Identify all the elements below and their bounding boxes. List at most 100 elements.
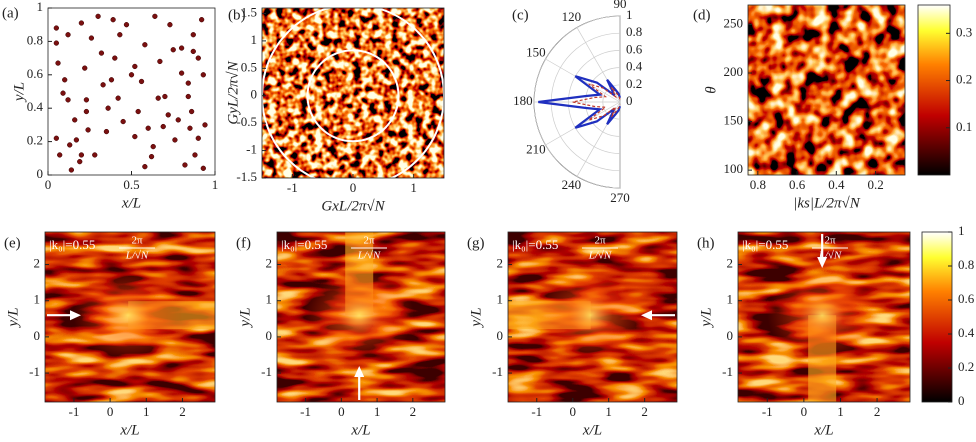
colorbar	[921, 231, 953, 403]
panel-label: (a)	[2, 5, 19, 21]
y-tick-label: -1	[29, 364, 40, 379]
fraction-top: 2π	[363, 235, 375, 247]
x-tick-label: 0	[350, 180, 357, 195]
y-tick-label: 0	[497, 328, 504, 343]
plot-area	[262, 8, 444, 178]
r-tick-label: 1	[626, 7, 633, 22]
y-tick-label: 0	[34, 328, 41, 343]
annotation: |k₀|=0.55	[281, 237, 327, 252]
heatmap-image	[748, 5, 905, 175]
point	[85, 127, 91, 133]
y-tick-label: 0.6	[27, 66, 44, 81]
y-tick-label: 1	[266, 292, 273, 307]
colorbar-tick-label: 0.6	[958, 291, 975, 306]
x-tick-label: 1	[212, 177, 219, 192]
point	[157, 58, 163, 65]
point	[152, 13, 158, 20]
fraction-bottom: L/√N	[125, 250, 149, 262]
point	[150, 143, 156, 150]
point	[178, 70, 185, 76]
theta-tick-label: 270	[610, 190, 630, 205]
x-tick-label: 0	[107, 404, 114, 419]
panel-label: (b)	[228, 7, 246, 23]
theta-tick-label: 240	[562, 177, 582, 192]
point	[78, 152, 85, 158]
x-tick-label: 0.8	[750, 177, 766, 192]
point	[115, 95, 121, 101]
x-axis-label: x/L	[119, 422, 139, 438]
y-tick-label: -1	[722, 364, 733, 379]
y-axis-label: y/L	[468, 307, 484, 328]
ring	[306, 49, 400, 143]
y-tick-label: 1.5	[241, 4, 257, 19]
colorbar-tick-label: 0	[958, 393, 965, 408]
annotation: |k₀|=0.55	[512, 237, 558, 252]
axes-frame	[47, 7, 216, 176]
theta-tick-label: 210	[526, 142, 546, 157]
point	[105, 105, 111, 111]
point	[198, 17, 205, 23]
x-axis-label: GxL/2π√N	[321, 198, 385, 214]
fraction-bottom: L/√N	[588, 250, 612, 262]
point	[123, 22, 130, 28]
point	[187, 125, 193, 131]
point	[148, 153, 155, 160]
axes-frame	[44, 231, 216, 403]
glow	[73, 270, 184, 361]
point	[108, 77, 115, 83]
y-axis-label: y/L	[237, 307, 253, 328]
point	[135, 108, 141, 115]
x-tick-label: 2	[874, 404, 881, 419]
y-tick-label: 0	[266, 328, 273, 343]
r-tick-label: 0.6	[626, 41, 643, 56]
point	[77, 158, 83, 165]
point	[165, 112, 171, 118]
annotation: |k₀|=0.55	[742, 237, 788, 252]
point	[92, 152, 98, 158]
x-tick-label: -1	[287, 180, 298, 195]
point	[53, 135, 59, 141]
point	[138, 78, 145, 85]
point	[95, 13, 101, 20]
annotation: |k₀|=0.55	[49, 237, 95, 252]
plot-area	[277, 232, 445, 402]
heatmap-image	[262, 8, 444, 178]
panel-label: (f)	[236, 235, 251, 251]
point	[178, 45, 185, 51]
theta-tick-label: 150	[526, 44, 546, 59]
colorbar-tick-label: 0.2	[958, 359, 974, 374]
y-tick-label: 1	[37, 0, 44, 14]
point	[160, 123, 166, 130]
arrow-head	[641, 310, 652, 321]
point	[100, 82, 106, 88]
point	[65, 97, 71, 103]
fraction-top: 2π	[594, 235, 606, 247]
y-tick-label: 0.8	[27, 32, 43, 47]
y-tick-label: 0	[251, 87, 258, 102]
polar-line	[538, 75, 622, 129]
theta-tick-label: 180	[513, 93, 533, 108]
x-axis-label: x/L	[813, 422, 833, 438]
point	[128, 72, 135, 78]
panel-label: (g)	[467, 235, 485, 251]
y-tick-label: 1	[251, 32, 258, 47]
point	[190, 32, 196, 38]
point	[117, 32, 123, 38]
point	[98, 50, 105, 56]
point	[73, 137, 80, 143]
y-tick-label: 250	[724, 15, 744, 30]
glow	[304, 270, 415, 361]
axes-frame	[276, 231, 446, 403]
panel-label: (c)	[512, 7, 529, 23]
arrow-head	[70, 310, 81, 321]
x-tick-label: 1	[410, 180, 417, 195]
y-tick-label: 150	[724, 113, 744, 128]
point	[155, 95, 161, 101]
y-tick-label: 0	[727, 328, 734, 343]
y-tick-label: 0.5	[241, 59, 257, 74]
point	[120, 118, 126, 125]
point	[190, 48, 196, 55]
x-axis-label: x/L	[121, 195, 141, 211]
y-tick-label: -1	[261, 364, 272, 379]
